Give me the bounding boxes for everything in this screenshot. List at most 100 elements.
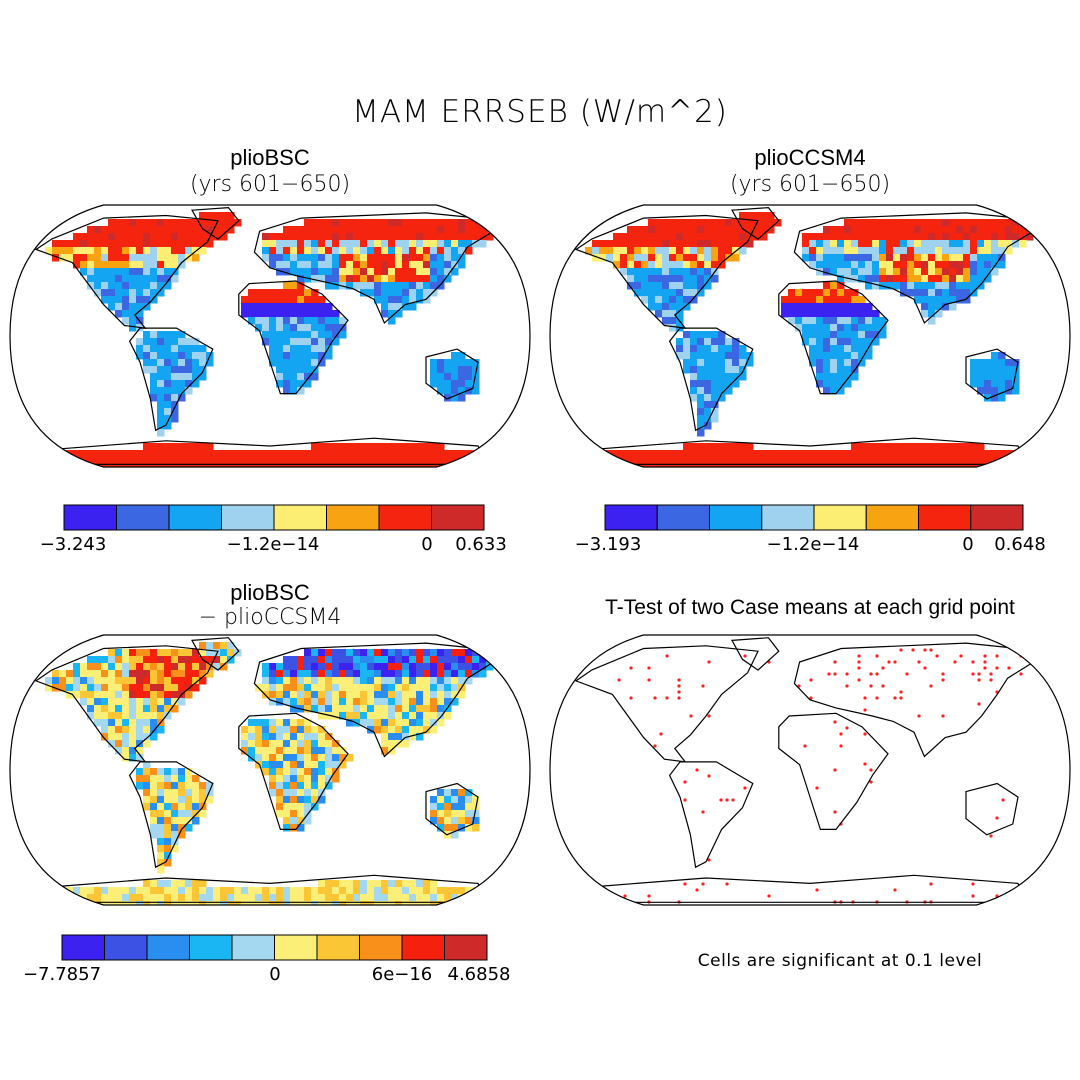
map-cell: [171, 677, 179, 685]
map-cell: [178, 464, 186, 467]
map-cell: [339, 894, 347, 902]
map-cell: [283, 373, 291, 381]
map-cell: [108, 663, 116, 671]
coastline-eurasia: [793, 212, 1035, 324]
map-cell: [381, 663, 389, 671]
map-cell: [318, 261, 326, 269]
map-cell: [171, 691, 179, 699]
map-cell: [732, 352, 740, 360]
map-cell: [388, 684, 396, 692]
map-cell: [430, 464, 438, 467]
map-cell: [662, 233, 670, 241]
map-cell: [164, 803, 172, 811]
map-cell: [325, 331, 333, 339]
map-cell: [101, 887, 109, 895]
map-cell: [150, 247, 158, 255]
map-cell: [192, 450, 200, 458]
map-cell: [886, 457, 894, 465]
map-cell: [381, 733, 389, 741]
map-cell: [353, 880, 361, 888]
map-cell: [479, 901, 487, 905]
map-cell: [1005, 373, 1013, 381]
map-cell: [367, 233, 375, 241]
map-cell: [227, 656, 235, 664]
map-cell: [199, 366, 207, 374]
map-cell: [402, 289, 410, 297]
map-cell: [381, 656, 389, 664]
map-cell: [802, 310, 810, 318]
map-cell: [374, 677, 382, 685]
map-cell: [206, 464, 214, 467]
map-cell: [451, 698, 459, 706]
map-cell: [388, 677, 396, 685]
map-cell: [732, 254, 740, 262]
map-cell: [353, 705, 361, 713]
map-cell: [171, 831, 179, 839]
map-cell: [472, 233, 480, 241]
map-cell: [893, 226, 901, 234]
map-cell: [129, 254, 137, 262]
map-cell: [353, 712, 361, 720]
map-cell: [732, 443, 740, 451]
map-cell: [458, 649, 466, 657]
map-cell: [178, 775, 186, 783]
colorbar-swatch: [189, 934, 233, 961]
map-cell: [655, 282, 663, 290]
map-cell: [704, 282, 712, 290]
map-cell: [858, 359, 866, 367]
map-cell: [143, 733, 151, 741]
map-cell: [80, 233, 88, 241]
map-cell: [1019, 450, 1027, 458]
map-cell: [192, 338, 200, 346]
map-cell: [697, 282, 705, 290]
map-cell: [472, 366, 480, 374]
map-cell: [325, 698, 333, 706]
map-cell: [921, 296, 929, 304]
map-cell: [746, 226, 754, 234]
map-cell: [290, 282, 298, 290]
map-cell: [662, 303, 670, 311]
map-cell: [416, 649, 424, 657]
map-cell: [283, 464, 291, 467]
map-cell: [851, 359, 859, 367]
map-cell: [402, 670, 410, 678]
map-cell: [283, 733, 291, 741]
map-cell: [423, 691, 431, 699]
map-cell: [318, 754, 326, 762]
map-cell: [851, 254, 859, 262]
map-cell: [262, 254, 270, 262]
coastline-eurasia: [253, 212, 495, 324]
map-cell: [136, 684, 144, 692]
map-cell: [157, 268, 165, 276]
map-cell: [171, 233, 179, 241]
map-cell: [697, 254, 705, 262]
map-cell: [269, 331, 277, 339]
map-cell: [206, 226, 214, 234]
map-cell: [353, 698, 361, 706]
map-cell: [1012, 233, 1020, 241]
map-cell: [164, 366, 172, 374]
map-cell: [213, 464, 221, 467]
map-cell: [150, 705, 158, 713]
map-cell: [690, 268, 698, 276]
map-cell: [423, 726, 431, 734]
map-cell: [115, 289, 123, 297]
map-cell: [451, 247, 459, 255]
map-cell: [879, 268, 887, 276]
sig-cell: [803, 744, 807, 748]
map-cell: [66, 901, 74, 905]
map-cell: [234, 901, 242, 905]
map-cell: [718, 254, 726, 262]
map-cell: [157, 887, 165, 895]
map-cell: [332, 464, 340, 467]
map-frame: [9, 204, 531, 468]
map-cell: [297, 345, 305, 353]
map-cell: [164, 817, 172, 825]
map-cell: [304, 887, 312, 895]
map-cell: [690, 450, 698, 458]
map-cell: [115, 226, 123, 234]
map-cell: [94, 289, 102, 297]
map-cell: [676, 254, 684, 262]
map-cell: [241, 894, 249, 902]
map-cell: [108, 254, 116, 262]
